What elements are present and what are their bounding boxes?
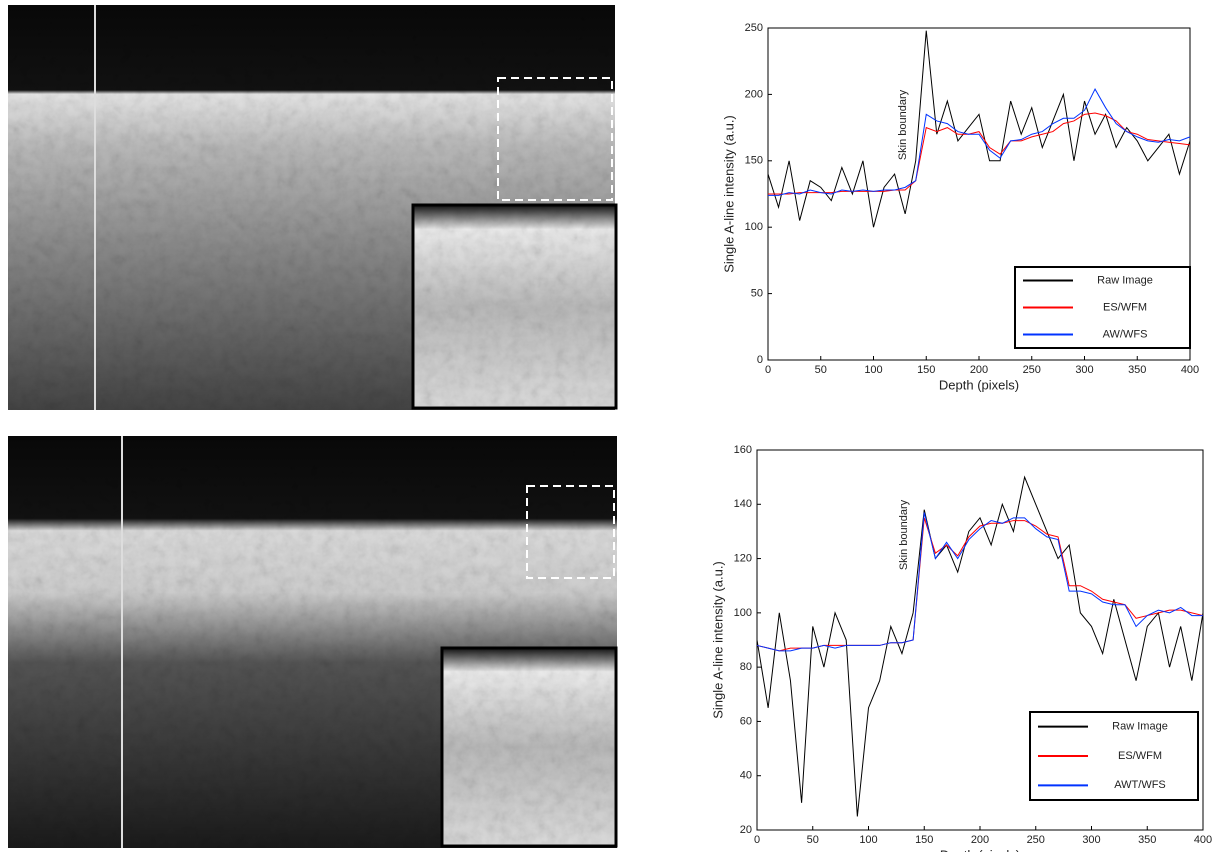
x-tick-label: 50 [815, 364, 827, 376]
x-tick-label: 0 [754, 834, 760, 846]
legend-label: ES/WFM [1118, 750, 1162, 762]
x-tick-label: 300 [1082, 834, 1100, 846]
x-tick-label: 100 [859, 834, 877, 846]
x-tick-label: 400 [1194, 834, 1212, 846]
legend-label: Raw Image [1112, 721, 1168, 733]
x-tick-label: 400 [1181, 364, 1199, 376]
x-tick-label: 0 [765, 364, 771, 376]
y-tick-label: 200 [745, 88, 763, 100]
series-line [756, 517, 1204, 652]
y-tick-label: 120 [734, 552, 752, 564]
x-tick-label: 350 [1138, 834, 1156, 846]
x-tick-label: 350 [1128, 364, 1146, 376]
legend: Raw Image ES/WFM AWT/WFS [1029, 711, 1199, 801]
y-tick-label: 80 [740, 661, 752, 673]
legend-label: ES/WFM [1103, 301, 1147, 313]
x-axis-title: Depth (pixels) [940, 847, 1020, 852]
legend-label: AWT/WFS [1114, 779, 1166, 791]
oct-image-bottom [8, 436, 618, 848]
y-tick-label: 0 [757, 354, 763, 366]
y-tick-label: 100 [745, 221, 763, 233]
x-tick-label: 200 [971, 834, 989, 846]
y-tick-label: 40 [740, 770, 752, 782]
x-tick-label: 150 [915, 834, 933, 846]
y-axis-title: Single A-line intensity (a.u.) [721, 115, 736, 273]
annotation: Skin boundary [897, 89, 909, 160]
y-tick-label: 50 [751, 288, 763, 300]
y-tick-label: 160 [734, 444, 752, 456]
x-tick-label: 150 [917, 364, 935, 376]
y-tick-label: 100 [734, 607, 752, 619]
y-tick-label: 150 [745, 155, 763, 167]
y-axis-title: Single A-line intensity (a.u.) [710, 561, 725, 719]
series-line [767, 30, 1191, 228]
x-tick-label: 50 [807, 834, 819, 846]
legend: Raw Image ES/WFM AW/WFS [1014, 266, 1191, 349]
x-tick-label: 300 [1075, 364, 1093, 376]
x-tick-label: 250 [1027, 834, 1045, 846]
x-axis-title: Depth (pixels) [939, 377, 1019, 392]
series-line [768, 88, 1191, 196]
y-tick-label: 60 [740, 715, 752, 727]
legend-label: Raw Image [1097, 274, 1153, 286]
y-tick-label: 250 [745, 22, 763, 34]
legend-label: AW/WFS [1103, 328, 1148, 340]
y-tick-label: 140 [734, 498, 752, 510]
y-tick-label: 20 [740, 824, 752, 836]
annotation: Skin boundary [898, 499, 910, 570]
line-chart: 0 50 100 150 200 250 300 350 400 0 50 100 150 200 250 D… [721, 22, 1199, 393]
series-line [756, 475, 1204, 817]
x-tick-label: 100 [864, 364, 882, 376]
series-line [756, 512, 1203, 652]
line-chart: 0 50 100 150 200 250 300 350 400 20 40 60 80 100 120 14… [710, 444, 1212, 857]
x-tick-label: 200 [970, 364, 988, 376]
x-tick-label: 250 [1023, 364, 1041, 376]
oct-image-top [8, 5, 618, 410]
